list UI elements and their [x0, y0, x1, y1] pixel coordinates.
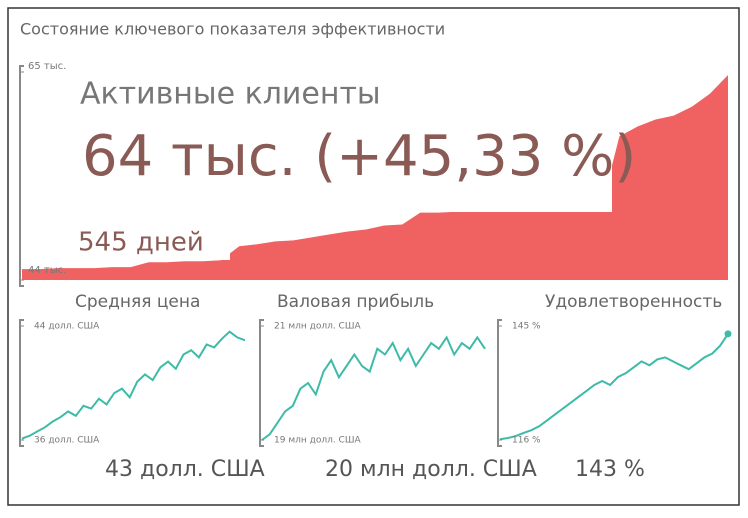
y-tick-label: 44 тыс. [28, 265, 66, 276]
area [22, 75, 728, 280]
kpi-value: 64 тыс. (+45,33 %) [82, 124, 636, 189]
axis-bracket [19, 319, 24, 447]
y-tick-label: 44 долл. США [34, 322, 100, 332]
kpi-name: Активные клиенты [80, 77, 381, 112]
y-tick-label: 65 тыс. [28, 61, 66, 72]
end-dot [724, 330, 732, 338]
axis-bracket [497, 319, 502, 447]
y-tick-label: 19 млн долл. США [274, 436, 361, 446]
y-tick-label: 145 % [512, 322, 541, 332]
kpi-period: 545 дней [78, 228, 204, 258]
kpi-name: Средняя цена [75, 292, 200, 312]
line [21, 330, 246, 440]
y-tick-label: 21 млн долл. США [274, 322, 361, 332]
y-tick-label: 36 долл. США [34, 436, 100, 446]
kpi-backdrop [70, 222, 230, 260]
axis-bracket [19, 65, 24, 287]
kpi-backdrop [75, 76, 612, 212]
axis-bracket [259, 319, 264, 447]
line [499, 333, 729, 441]
page-title: Состояние ключевого показателя эффективн… [20, 20, 445, 39]
kpi-value: 20 млн долл. США [325, 457, 537, 482]
kpi-value: 43 долл. США [105, 457, 265, 482]
line [261, 335, 486, 441]
kpi-name: Удовлетворенность [545, 292, 722, 312]
kpi-name: Валовая прибыль [277, 292, 434, 312]
y-tick-label: 116 % [512, 436, 541, 446]
kpi-value: 143 % [575, 457, 645, 482]
